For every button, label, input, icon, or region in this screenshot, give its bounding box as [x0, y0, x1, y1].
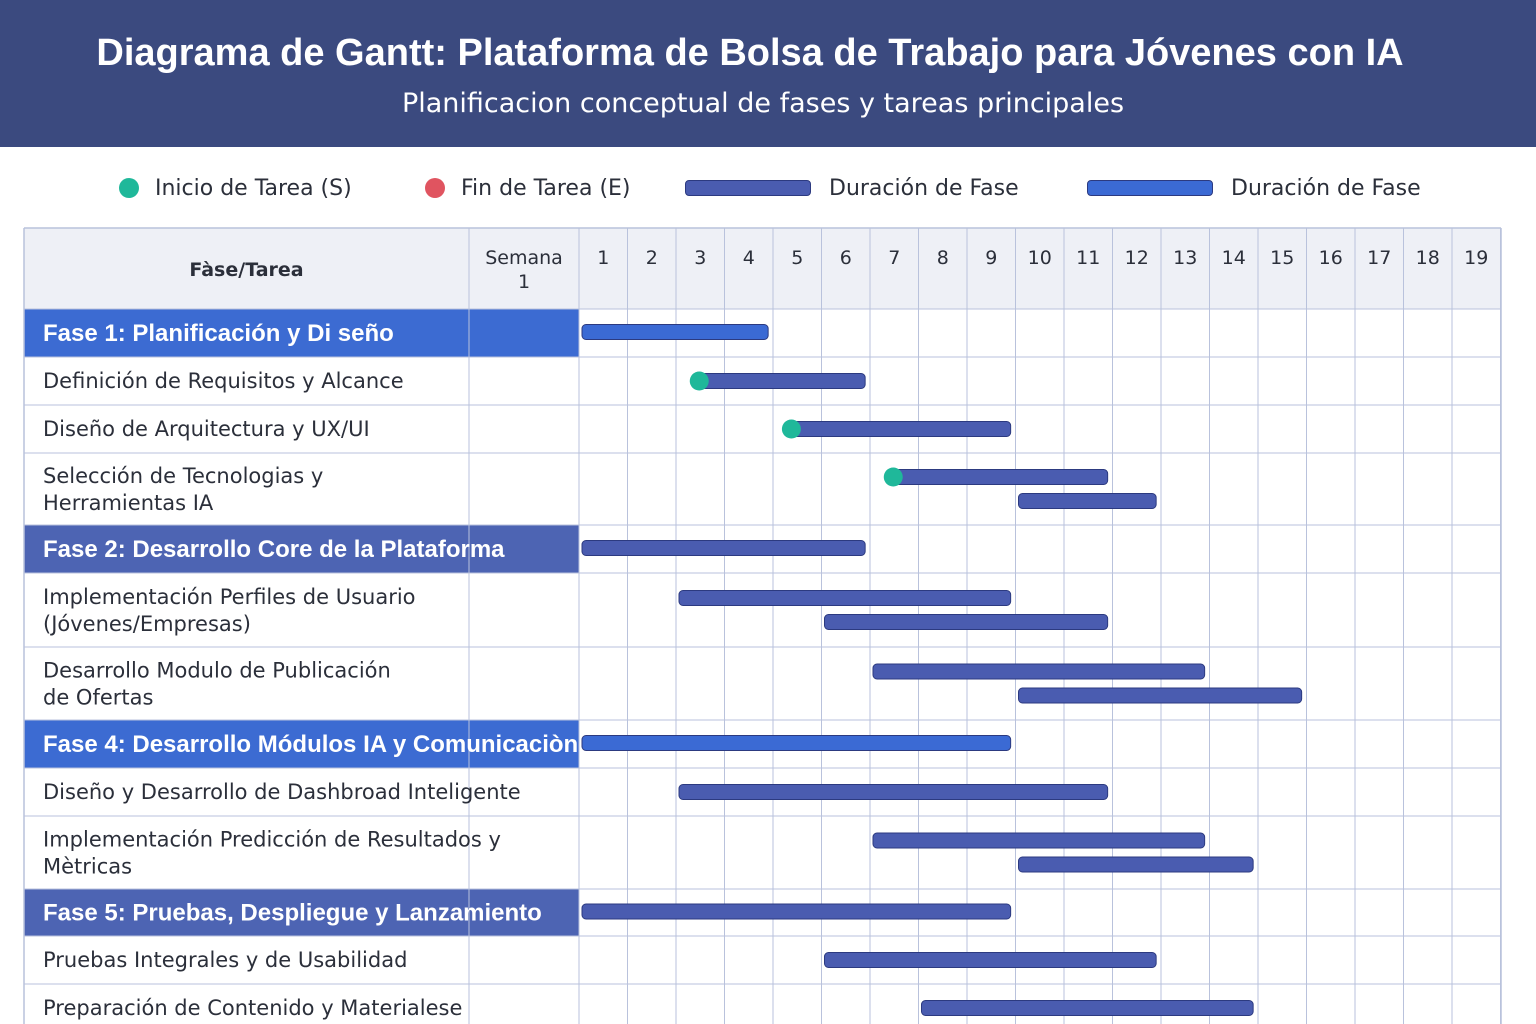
phase-duration-bar: [581, 324, 769, 340]
legend-label-phase: Duración de Fase: [829, 175, 1019, 201]
legend-label-end: Fin de Tarea (E): [461, 175, 631, 201]
week-number-label: 18: [1416, 247, 1440, 269]
task-label: Selección de Tecnologias y: [43, 464, 323, 488]
task-start-dot: [781, 419, 801, 439]
task-label: Implementación Perfiles de Usuario: [43, 585, 416, 609]
week-number-label: 15: [1270, 247, 1294, 269]
start-dot-icon: [119, 178, 139, 198]
task-label: Diseño y Desarrollo de Dashbroad Intelig…: [43, 780, 521, 804]
task-label: Herramientas IA: [43, 491, 214, 515]
task-duration-bar: [872, 832, 1206, 849]
phase-duration-bar: [581, 540, 866, 556]
task-duration-bar: [1018, 493, 1157, 509]
task-label: Mètricas: [43, 855, 132, 879]
legend-item-phase-alt: Duración de Fase: [1087, 172, 1421, 204]
task-label: de Ofertas: [43, 686, 153, 710]
task-label: Pruebas Integrales y de Usabilidad: [43, 948, 407, 972]
task-label: Definición de Requisitos y Alcance: [43, 369, 404, 393]
phase-bar-icon: [685, 180, 811, 196]
task-duration-bar: [891, 469, 1109, 485]
week-number-label: 6: [840, 247, 852, 269]
legend-label-start: Inicio de Tarea (S): [155, 175, 352, 201]
phase-row-bg: [24, 720, 579, 768]
week-column-header: Semana: [485, 247, 563, 269]
week-number-label: 14: [1222, 247, 1246, 269]
legend-item-end: Fin de Tarea (E): [425, 172, 631, 204]
legend-label-phase-alt: Duración de Fase: [1231, 175, 1421, 201]
week-number-label: 16: [1319, 247, 1343, 269]
week-number-label: 11: [1076, 247, 1100, 269]
end-dot-icon: [425, 178, 445, 198]
task-start-dot: [883, 467, 903, 487]
phase-row-bg: [24, 525, 579, 573]
task-label: Implementación Predicción de Resultados …: [43, 828, 501, 852]
task-duration-bar: [872, 663, 1206, 680]
task-column-header: Fàse/Tarea: [189, 259, 303, 281]
page-title: Diagrama de Gantt: Plataforma de Bolsa d…: [96, 32, 1404, 74]
week-column-header: 1: [518, 271, 530, 293]
page-subtitle: Planificacion conceptual de fases y tare…: [401, 88, 1125, 119]
phase-row-bg: [24, 309, 579, 357]
week-number-label: 3: [694, 247, 706, 269]
task-label: Desarrollo Modulo de Publicación: [43, 659, 391, 683]
phase-row-bg: [24, 889, 579, 936]
week-number-label: 17: [1367, 247, 1391, 269]
week-number-label: 5: [791, 247, 803, 269]
phase-duration-bar: [581, 735, 1012, 751]
phase-label: Fase 4: Desarrollo Módulos IA y Comunica…: [43, 731, 578, 758]
week-number-label: 10: [1028, 247, 1052, 269]
header-banner: Diagrama de Gantt: Plataforma de Bolsa d…: [0, 0, 1536, 147]
week-number-label: 4: [743, 247, 755, 269]
task-duration-bar: [790, 421, 1012, 437]
week-number-label: 7: [888, 247, 900, 269]
task-duration-bar: [678, 784, 1109, 800]
task-duration-bar: [824, 952, 1157, 968]
legend-item-phase: Duración de Fase: [685, 172, 1019, 204]
week-number-label: 2: [646, 247, 658, 269]
task-duration-bar: [921, 1000, 1254, 1016]
legend-item-start: Inicio de Tarea (S): [119, 172, 352, 204]
task-duration-bar: [1018, 687, 1303, 704]
task-label: (Jóvenes/Empresas): [43, 612, 251, 636]
phase-bar-alt-icon: [1087, 180, 1213, 196]
phase-label: Fase 5: Pruebas, Despliegue y Lanzamient…: [43, 900, 542, 927]
phase-label: Fase 2: Desarrollo Core de la Plataforma: [43, 536, 505, 563]
week-number-label: 19: [1464, 247, 1488, 269]
phase-duration-bar: [581, 903, 1012, 920]
task-duration-bar: [1018, 856, 1254, 873]
table-header-bg: [24, 228, 1501, 309]
task-duration-bar: [697, 373, 866, 389]
week-number-label: 1: [597, 247, 609, 269]
week-number-label: 13: [1173, 247, 1197, 269]
task-duration-bar: [678, 590, 1012, 606]
task-label: Diseño de Arquitectura y UX/UI: [43, 417, 370, 441]
week-number-label: 12: [1125, 247, 1149, 269]
week-number-label: 9: [985, 247, 997, 269]
task-label: Preparación de Contenido y Materialese: [43, 996, 462, 1020]
task-duration-bar: [824, 614, 1109, 630]
week-number-label: 8: [937, 247, 949, 269]
task-start-dot: [689, 371, 709, 391]
phase-label: Fase 1: Planificación y Di seño: [43, 320, 394, 347]
